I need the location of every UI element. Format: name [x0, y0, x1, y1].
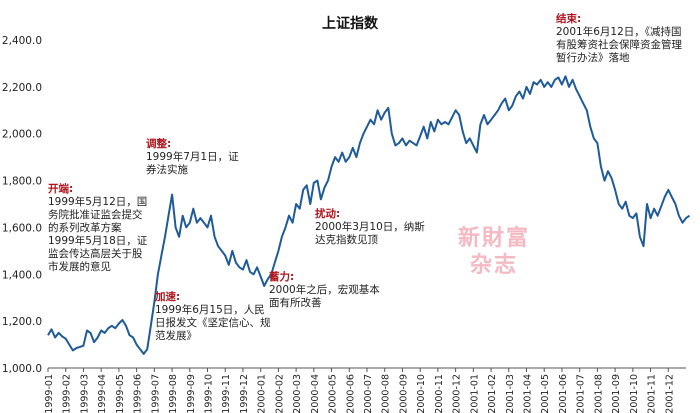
x-tick-label: 2001-05	[540, 374, 551, 413]
annotation-adjust: 调整: 1999年7月1日，证券法实施	[146, 138, 246, 177]
x-tick-label: 2001-06	[558, 374, 569, 413]
x-tick-label: 1999-05	[115, 374, 126, 413]
x-tick-label: 1999-01	[44, 374, 55, 413]
y-tick-label: 2,000.0	[2, 129, 42, 141]
annotation-accumulate-text: 2000年之后，宏观基本面有所改善	[269, 284, 380, 309]
x-axis: 1999-01 1999-02 1999-03 1999-04 1999-05 1999-…	[44, 367, 686, 413]
watermark-line-1: 新財富	[458, 225, 531, 251]
annotation-start: 开端: 1999年5月12日，国务院批准证监会提交的系列改革方案1999年5月1…	[48, 183, 148, 274]
annotation-disturb-text: 2000年3月10日，纳斯达克指数见顶	[315, 221, 425, 246]
annotation-accumulate-head: 蓄力:	[269, 271, 295, 283]
annotation-start-text: 1999年5月12日，国务院批准证监会提交的系列改革方案1999年5月18日，证…	[48, 196, 148, 273]
chart-title: 上证指数	[322, 16, 378, 32]
y-tick-label: 2,200.0	[2, 82, 42, 94]
y-tick-label: 1,400.0	[2, 269, 42, 281]
annotation-end-head: 结束:	[556, 13, 582, 25]
y-tick-label: 1,600.0	[2, 222, 42, 234]
y-tick-label: 1,800.0	[2, 176, 42, 188]
x-tick-label: 2000-12	[452, 374, 463, 413]
x-tick-label: 2000-02	[274, 374, 285, 413]
y-tick-label: 1,000.0	[2, 363, 42, 375]
x-tick-label: 2001-04	[523, 374, 534, 413]
x-tick-label: 2001-07	[576, 374, 587, 413]
x-tick-label: 2001-02	[487, 374, 498, 413]
x-tick-label: 1999-09	[186, 374, 197, 413]
annotation-accelerate-head: 加速:	[155, 291, 181, 303]
x-tick-label: 2000-07	[363, 374, 374, 413]
x-tick-label: 2000-03	[292, 374, 303, 413]
x-tick-label: 1999-10	[204, 374, 215, 413]
watermark: 新財富 杂志	[458, 225, 530, 279]
annotation-adjust-head: 调整:	[146, 138, 172, 150]
annotation-accumulate: 蓄力: 2000年之后，宏观基本面有所改善	[269, 271, 381, 310]
x-tick-label: 2001-09	[611, 374, 622, 413]
watermark-line-2: 杂志	[470, 252, 519, 278]
x-tick-label: 2000-06	[345, 374, 356, 413]
x-tick-label: 2001-01	[469, 374, 480, 413]
annotation-accelerate: 加速: 1999年6月15日，人民日报发文《坚定信心、规范发展》	[155, 291, 273, 343]
x-tick-label: 1999-11	[221, 374, 232, 413]
y-tick-label: 2,400.0	[2, 35, 42, 47]
x-tick-label: 2001-03	[505, 374, 516, 413]
x-tick-label: 1999-08	[168, 374, 179, 413]
x-tick-label: 2000-01	[257, 374, 268, 413]
x-tick-label: 2000-11	[434, 374, 445, 413]
x-tick-label: 1999-03	[79, 374, 90, 413]
index-line	[47, 75, 691, 355]
x-tick-label: 2000-04	[310, 374, 321, 413]
x-tick-label: 1999-07	[150, 374, 161, 413]
x-tick-label: 2000-10	[416, 374, 427, 413]
x-tick-label: 1999-12	[239, 374, 250, 413]
annotation-start-head: 开端:	[48, 183, 74, 195]
y-tick-label: 1,200.0	[2, 316, 42, 328]
x-tick-label: 2001-08	[593, 374, 604, 413]
x-tick-label: 1999-04	[97, 374, 108, 413]
y-axis: 1,000.0 1,200.0 1,400.0 1,600.0 1,800.0 2,000…	[2, 35, 42, 375]
x-tick-label: 2001-11	[647, 374, 658, 413]
x-tick-label: 1999-06	[133, 374, 144, 413]
annotation-end-text: 2001年6月12日，《减持国有股筹资社会保障资金管理暂行办法》落地	[556, 26, 682, 64]
x-tick-label: 2001-12	[664, 374, 675, 413]
x-tick-label: 2000-08	[381, 374, 392, 413]
annotation-accelerate-text: 1999年6月15日，人民日报发文《坚定信心、规范发展》	[155, 304, 271, 342]
x-tick-label: 2000-05	[328, 374, 339, 413]
x-tick-label: 1999-02	[62, 374, 73, 413]
annotation-disturb-head: 扰动:	[315, 208, 341, 220]
annotation-adjust-text: 1999年7月1日，证券法实施	[146, 151, 239, 176]
annotation-disturb: 扰动: 2000年3月10日，纳斯达克指数见顶	[315, 208, 427, 247]
x-tick-label: 2001-10	[629, 374, 640, 413]
annotation-end: 结束: 2001年6月12日，《减持国有股筹资社会保障资金管理暂行办法》落地	[556, 13, 690, 65]
x-tick-label: 2000-09	[398, 374, 409, 413]
